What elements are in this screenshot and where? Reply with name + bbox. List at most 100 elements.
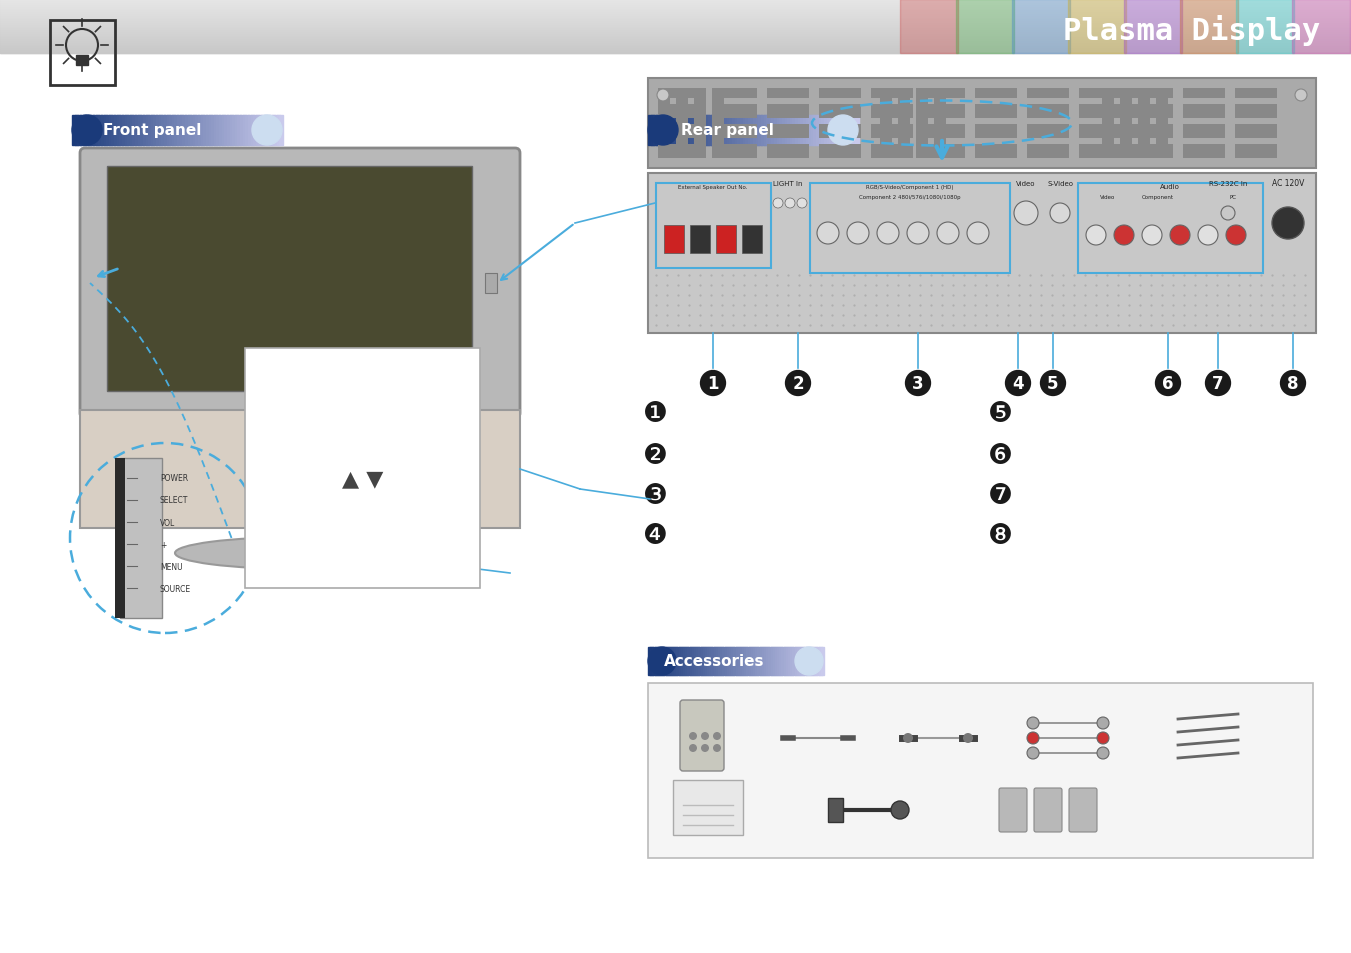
Bar	[193, 116, 196, 146]
Circle shape	[1273, 208, 1304, 240]
Text: MENU: MENU	[159, 562, 182, 571]
Circle shape	[785, 199, 794, 209]
Circle shape	[1221, 207, 1235, 221]
Bar	[835, 116, 838, 146]
Bar	[847, 116, 851, 146]
Bar	[120, 458, 162, 618]
Bar	[781, 647, 785, 676]
Bar	[115, 458, 126, 618]
Bar	[701, 116, 704, 146]
Circle shape	[797, 199, 807, 209]
Bar	[676, 89, 688, 159]
Bar	[780, 116, 782, 146]
Bar	[0, 39, 1351, 40]
Bar	[788, 116, 790, 146]
Circle shape	[1296, 90, 1306, 102]
Bar	[227, 116, 231, 146]
Bar	[703, 116, 707, 146]
Bar	[711, 116, 715, 146]
Circle shape	[1097, 747, 1109, 760]
Text: 7: 7	[1212, 375, 1224, 393]
Bar	[730, 116, 734, 146]
Circle shape	[701, 744, 709, 752]
Bar	[1120, 89, 1132, 159]
Bar	[74, 116, 78, 146]
Bar	[269, 116, 273, 146]
Bar	[0, 12, 1351, 14]
Bar	[767, 105, 809, 119]
Bar	[199, 116, 201, 146]
Bar	[705, 647, 708, 676]
Bar	[671, 647, 676, 676]
Bar	[280, 116, 282, 146]
Bar	[800, 116, 804, 146]
Bar	[673, 781, 743, 835]
Bar	[688, 116, 690, 146]
Bar	[788, 647, 792, 676]
Bar	[0, 33, 1351, 35]
Bar	[743, 116, 746, 146]
Bar	[735, 116, 738, 146]
Bar	[485, 274, 497, 294]
Bar	[830, 116, 832, 146]
Circle shape	[689, 744, 697, 752]
Bar	[263, 116, 267, 146]
Bar	[211, 116, 215, 146]
Bar	[266, 116, 270, 146]
Bar	[871, 105, 913, 119]
Bar	[196, 116, 199, 146]
Bar	[0, 41, 1351, 42]
Bar	[250, 116, 254, 146]
Bar	[703, 647, 705, 676]
Bar	[678, 647, 682, 676]
Bar	[0, 28, 1351, 29]
Bar	[1131, 89, 1173, 99]
Bar	[730, 647, 732, 676]
Bar	[758, 116, 762, 146]
Bar	[738, 647, 740, 676]
Circle shape	[1097, 718, 1109, 729]
Text: SELECT: SELECT	[159, 496, 188, 505]
Bar	[844, 116, 848, 146]
Bar	[0, 31, 1351, 33]
Bar	[230, 116, 234, 146]
Bar	[777, 647, 781, 676]
Bar	[828, 799, 843, 822]
Bar	[138, 116, 142, 146]
Circle shape	[828, 116, 858, 146]
Bar	[648, 647, 651, 676]
Bar	[0, 32, 1351, 34]
Bar	[0, 15, 1351, 16]
Text: LIGHT In: LIGHT In	[773, 181, 802, 187]
Bar	[677, 116, 681, 146]
Bar	[707, 647, 711, 676]
Bar	[0, 19, 1351, 20]
Bar	[203, 116, 207, 146]
Text: Accessories: Accessories	[665, 654, 765, 669]
Circle shape	[72, 116, 101, 146]
Bar	[0, 0, 1351, 54]
Circle shape	[1086, 226, 1106, 246]
Ellipse shape	[176, 537, 426, 569]
Bar	[821, 647, 824, 676]
Bar	[681, 647, 684, 676]
Bar	[0, 1, 1351, 2]
Bar	[1012, 0, 1070, 54]
Bar	[671, 116, 676, 146]
Bar	[648, 683, 1313, 858]
Bar	[245, 349, 480, 588]
Bar	[0, 26, 1351, 27]
Bar	[769, 116, 773, 146]
Circle shape	[1027, 718, 1039, 729]
Circle shape	[892, 801, 909, 820]
Circle shape	[963, 733, 973, 743]
Bar	[663, 145, 705, 159]
Bar	[798, 647, 802, 676]
Bar	[247, 116, 251, 146]
Bar	[177, 116, 181, 146]
Bar	[689, 647, 693, 676]
Bar	[735, 647, 739, 676]
Bar	[766, 116, 770, 146]
Bar	[680, 116, 684, 146]
Text: Video: Video	[1100, 194, 1116, 200]
